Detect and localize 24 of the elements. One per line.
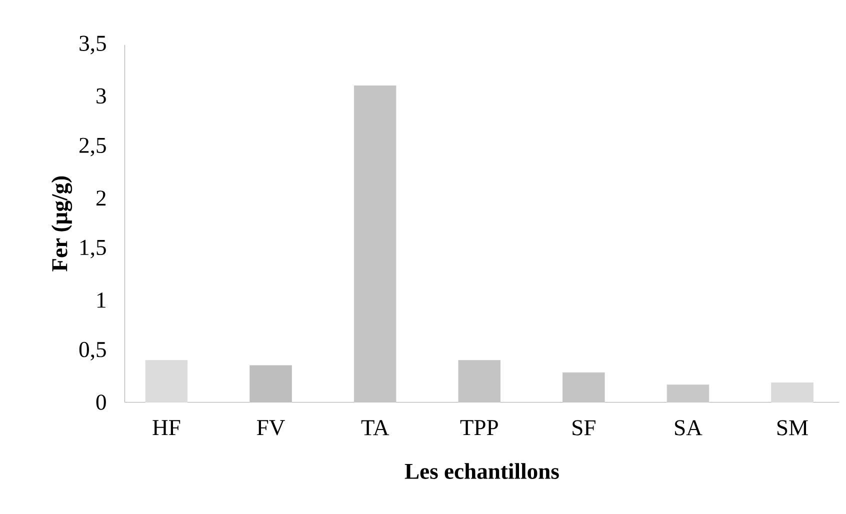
bar [771, 382, 814, 402]
y-tick-label: 1 [97, 292, 106, 308]
y-tick-label: 0 [96, 394, 106, 410]
x-tick-label: FV [256, 420, 285, 436]
x-axis-title: Les echantillons [404, 463, 559, 479]
x-tick-label: TPP [460, 420, 498, 435]
y-tick-label: 3,5 [80, 36, 106, 54]
y-tick-label: 3 [96, 88, 106, 104]
x-tick-label: TA [361, 420, 390, 436]
x-tick-label: SM [777, 420, 808, 436]
y-tick-label: 2,5 [80, 138, 106, 156]
x-tick-label: SF [572, 420, 596, 436]
y-tick-label: 2 [96, 190, 106, 206]
bar [458, 360, 500, 402]
y-tick-label: 0,5 [79, 342, 106, 360]
x-tick-label: SA [675, 420, 702, 436]
y-tick-label: 1,5 [80, 240, 106, 258]
bar [562, 372, 605, 402]
bar [250, 365, 292, 402]
bar [354, 85, 396, 402]
x-tick-label: HF [152, 420, 180, 435]
y-axis-title: Fer (µg/g) [51, 176, 72, 272]
bar [145, 360, 188, 402]
bar [666, 384, 710, 402]
